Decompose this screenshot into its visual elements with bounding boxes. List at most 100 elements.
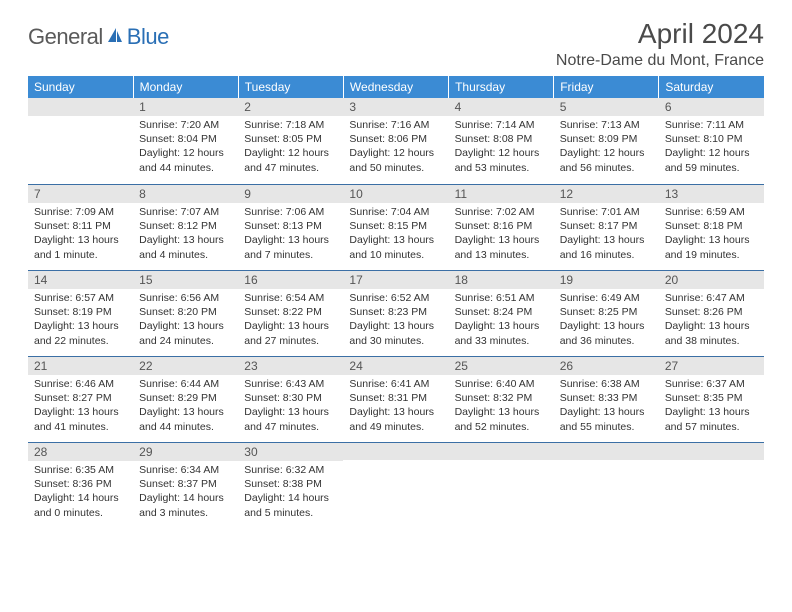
calendar-day-cell: 9Sunrise: 7:06 AMSunset: 8:13 PMDaylight… (238, 184, 343, 270)
sunset-text: Sunset: 8:26 PM (665, 305, 758, 319)
calendar-day-cell (554, 442, 659, 528)
day-body: Sunrise: 6:34 AMSunset: 8:37 PMDaylight:… (133, 461, 238, 528)
sunset-text: Sunset: 8:15 PM (349, 219, 442, 233)
daylight-text: Daylight: 13 hours and 13 minutes. (455, 233, 548, 261)
day-number (554, 442, 659, 460)
calendar-day-cell: 2Sunrise: 7:18 AMSunset: 8:05 PMDaylight… (238, 98, 343, 184)
calendar-day-cell: 11Sunrise: 7:02 AMSunset: 8:16 PMDayligh… (449, 184, 554, 270)
day-body: Sunrise: 6:38 AMSunset: 8:33 PMDaylight:… (554, 375, 659, 442)
daylight-text: Daylight: 13 hours and 22 minutes. (34, 319, 127, 347)
day-body: Sunrise: 7:06 AMSunset: 8:13 PMDaylight:… (238, 203, 343, 270)
sunset-text: Sunset: 8:27 PM (34, 391, 127, 405)
day-body: Sunrise: 7:02 AMSunset: 8:16 PMDaylight:… (449, 203, 554, 270)
sunset-text: Sunset: 8:05 PM (244, 132, 337, 146)
weekday-header: Monday (133, 76, 238, 98)
day-body (659, 460, 764, 528)
day-body: Sunrise: 6:40 AMSunset: 8:32 PMDaylight:… (449, 375, 554, 442)
sunrise-text: Sunrise: 6:41 AM (349, 377, 442, 391)
calendar-day-cell: 20Sunrise: 6:47 AMSunset: 8:26 PMDayligh… (659, 270, 764, 356)
location-label: Notre-Dame du Mont, France (556, 52, 764, 70)
daylight-text: Daylight: 13 hours and 16 minutes. (560, 233, 653, 261)
daylight-text: Daylight: 13 hours and 44 minutes. (139, 405, 232, 433)
sunrise-text: Sunrise: 6:52 AM (349, 291, 442, 305)
calendar-week-row: 28Sunrise: 6:35 AMSunset: 8:36 PMDayligh… (28, 442, 764, 528)
day-body: Sunrise: 7:18 AMSunset: 8:05 PMDaylight:… (238, 116, 343, 184)
calendar-day-cell: 22Sunrise: 6:44 AMSunset: 8:29 PMDayligh… (133, 356, 238, 442)
day-body: Sunrise: 7:14 AMSunset: 8:08 PMDaylight:… (449, 116, 554, 184)
calendar-day-cell: 21Sunrise: 6:46 AMSunset: 8:27 PMDayligh… (28, 356, 133, 442)
calendar-day-cell: 16Sunrise: 6:54 AMSunset: 8:22 PMDayligh… (238, 270, 343, 356)
calendar-page: General Blue April 2024 Notre-Dame du Mo… (0, 0, 792, 528)
daylight-text: Daylight: 13 hours and 7 minutes. (244, 233, 337, 261)
daylight-text: Daylight: 12 hours and 53 minutes. (455, 146, 548, 174)
calendar-table: Sunday Monday Tuesday Wednesday Thursday… (28, 76, 764, 528)
day-number: 16 (238, 270, 343, 289)
daylight-text: Daylight: 12 hours and 44 minutes. (139, 146, 232, 174)
calendar-day-cell: 27Sunrise: 6:37 AMSunset: 8:35 PMDayligh… (659, 356, 764, 442)
sunset-text: Sunset: 8:22 PM (244, 305, 337, 319)
month-title: April 2024 (556, 18, 764, 50)
day-body: Sunrise: 7:09 AMSunset: 8:11 PMDaylight:… (28, 203, 133, 270)
calendar-day-cell: 18Sunrise: 6:51 AMSunset: 8:24 PMDayligh… (449, 270, 554, 356)
day-body: Sunrise: 6:46 AMSunset: 8:27 PMDaylight:… (28, 375, 133, 442)
calendar-day-cell: 23Sunrise: 6:43 AMSunset: 8:30 PMDayligh… (238, 356, 343, 442)
day-number: 30 (238, 442, 343, 461)
day-body: Sunrise: 6:44 AMSunset: 8:29 PMDaylight:… (133, 375, 238, 442)
sunset-text: Sunset: 8:33 PM (560, 391, 653, 405)
sunset-text: Sunset: 8:19 PM (34, 305, 127, 319)
daylight-text: Daylight: 13 hours and 10 minutes. (349, 233, 442, 261)
sunset-text: Sunset: 8:18 PM (665, 219, 758, 233)
sunset-text: Sunset: 8:38 PM (244, 477, 337, 491)
day-body (343, 460, 448, 528)
daylight-text: Daylight: 14 hours and 5 minutes. (244, 491, 337, 519)
day-body: Sunrise: 6:52 AMSunset: 8:23 PMDaylight:… (343, 289, 448, 356)
day-number: 3 (343, 98, 448, 116)
day-number: 21 (28, 356, 133, 375)
calendar-day-cell: 5Sunrise: 7:13 AMSunset: 8:09 PMDaylight… (554, 98, 659, 184)
weekday-header: Thursday (449, 76, 554, 98)
day-number: 12 (554, 184, 659, 203)
day-number: 7 (28, 184, 133, 203)
sunset-text: Sunset: 8:13 PM (244, 219, 337, 233)
sunrise-text: Sunrise: 7:09 AM (34, 205, 127, 219)
day-number: 19 (554, 270, 659, 289)
calendar-week-row: 7Sunrise: 7:09 AMSunset: 8:11 PMDaylight… (28, 184, 764, 270)
calendar-day-cell: 25Sunrise: 6:40 AMSunset: 8:32 PMDayligh… (449, 356, 554, 442)
sunrise-text: Sunrise: 6:34 AM (139, 463, 232, 477)
daylight-text: Daylight: 13 hours and 4 minutes. (139, 233, 232, 261)
sunrise-text: Sunrise: 6:44 AM (139, 377, 232, 391)
daylight-text: Daylight: 13 hours and 41 minutes. (34, 405, 127, 433)
sunrise-text: Sunrise: 6:32 AM (244, 463, 337, 477)
sunset-text: Sunset: 8:29 PM (139, 391, 232, 405)
sunrise-text: Sunrise: 7:14 AM (455, 118, 548, 132)
page-header: General Blue April 2024 Notre-Dame du Mo… (28, 18, 764, 70)
weekday-header: Wednesday (343, 76, 448, 98)
sunset-text: Sunset: 8:16 PM (455, 219, 548, 233)
sunset-text: Sunset: 8:11 PM (34, 219, 127, 233)
calendar-week-row: 1Sunrise: 7:20 AMSunset: 8:04 PMDaylight… (28, 98, 764, 184)
daylight-text: Daylight: 13 hours and 24 minutes. (139, 319, 232, 347)
calendar-day-cell: 24Sunrise: 6:41 AMSunset: 8:31 PMDayligh… (343, 356, 448, 442)
day-number: 2 (238, 98, 343, 116)
sunset-text: Sunset: 8:30 PM (244, 391, 337, 405)
calendar-day-cell: 19Sunrise: 6:49 AMSunset: 8:25 PMDayligh… (554, 270, 659, 356)
logo-sail-icon (106, 26, 124, 49)
calendar-day-cell: 14Sunrise: 6:57 AMSunset: 8:19 PMDayligh… (28, 270, 133, 356)
day-number (28, 98, 133, 116)
daylight-text: Daylight: 13 hours and 36 minutes. (560, 319, 653, 347)
day-body: Sunrise: 6:37 AMSunset: 8:35 PMDaylight:… (659, 375, 764, 442)
daylight-text: Daylight: 13 hours and 27 minutes. (244, 319, 337, 347)
day-number: 27 (659, 356, 764, 375)
daylight-text: Daylight: 14 hours and 3 minutes. (139, 491, 232, 519)
calendar-day-cell (449, 442, 554, 528)
day-number: 26 (554, 356, 659, 375)
calendar-day-cell: 3Sunrise: 7:16 AMSunset: 8:06 PMDaylight… (343, 98, 448, 184)
daylight-text: Daylight: 13 hours and 33 minutes. (455, 319, 548, 347)
daylight-text: Daylight: 13 hours and 55 minutes. (560, 405, 653, 433)
day-number: 11 (449, 184, 554, 203)
daylight-text: Daylight: 13 hours and 52 minutes. (455, 405, 548, 433)
sunrise-text: Sunrise: 6:37 AM (665, 377, 758, 391)
day-number: 20 (659, 270, 764, 289)
sunset-text: Sunset: 8:24 PM (455, 305, 548, 319)
day-body (554, 460, 659, 528)
